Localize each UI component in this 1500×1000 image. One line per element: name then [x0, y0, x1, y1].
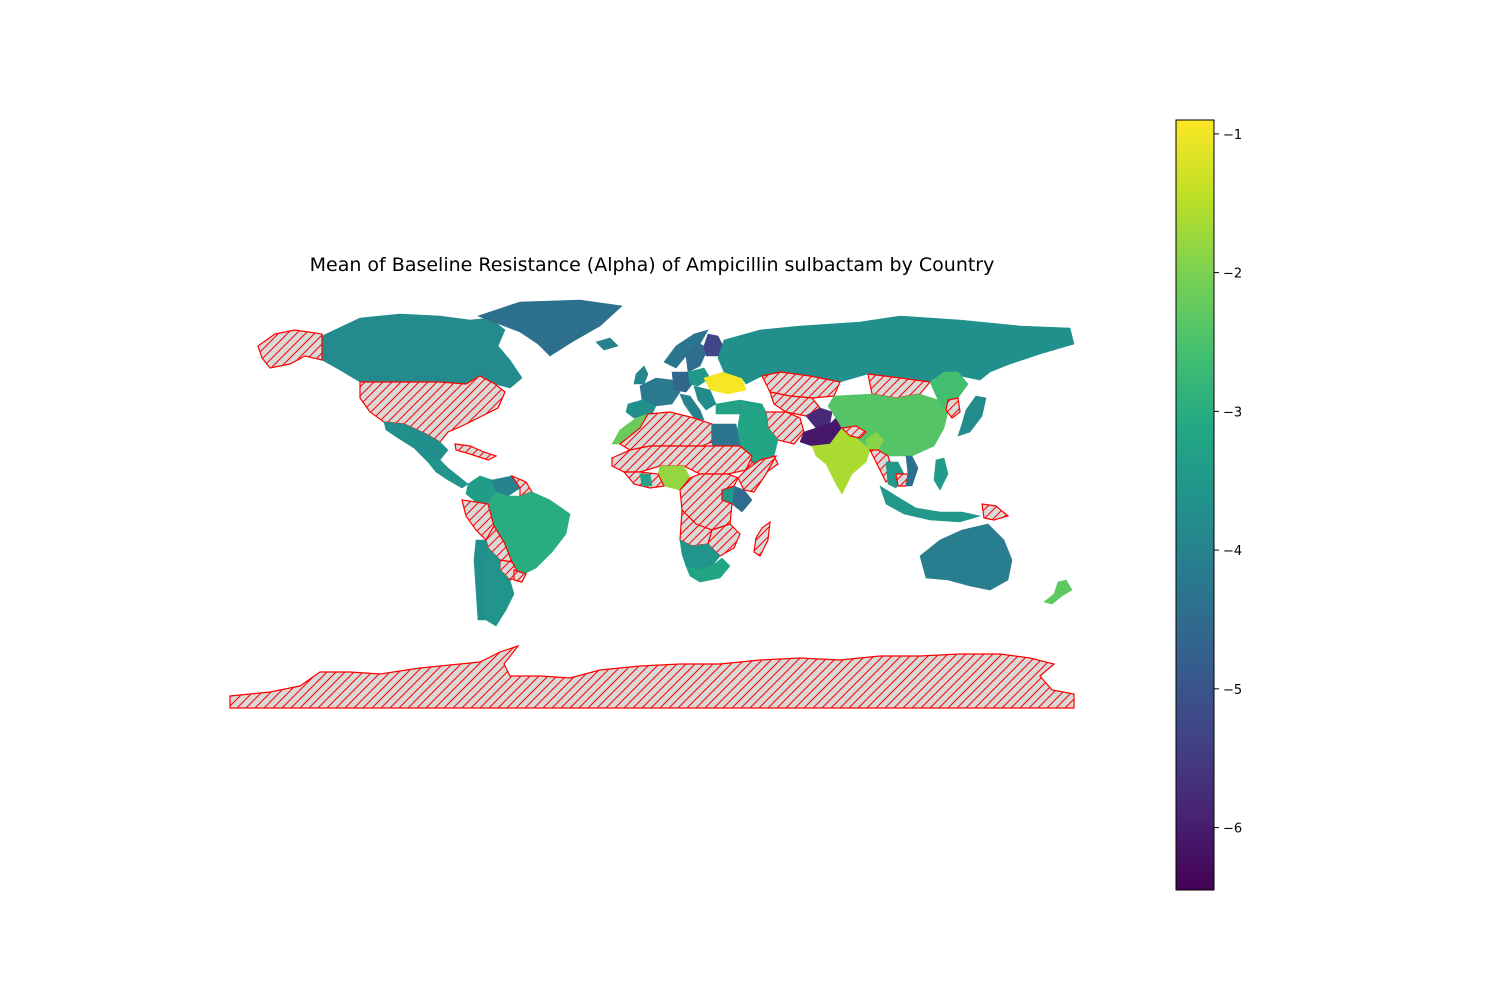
region-germany [671, 371, 695, 393]
region-antarctica [229, 644, 1075, 709]
region-afghanistan [805, 407, 833, 429]
colorbar-tick-label: −5 [1223, 683, 1242, 698]
region-philippines [933, 457, 949, 491]
colorbar-tick-label: −3 [1223, 405, 1242, 420]
region-russia [717, 315, 1075, 385]
colorbar-tick-label: −4 [1223, 544, 1242, 559]
region-poland [687, 367, 711, 387]
region-ghana [639, 473, 653, 487]
region-greenland [477, 299, 623, 357]
region-chile [473, 539, 489, 621]
chart-title: Mean of Baseline Resistance (Alpha) of A… [310, 254, 995, 276]
region-china [827, 393, 949, 457]
region-iceland [595, 337, 619, 351]
region-united-states [359, 375, 506, 443]
region-new-zealand [1043, 579, 1073, 605]
region-madagascar [753, 520, 771, 557]
region-norway [663, 329, 709, 369]
colorbar-tick-label: −6 [1223, 822, 1242, 837]
region-vietnam [905, 455, 919, 487]
region-uruguay [513, 569, 527, 583]
region-alaska [257, 329, 323, 369]
region-manchuria [929, 371, 969, 413]
region-sweden [685, 343, 709, 373]
region-egypt [711, 423, 741, 447]
colorbar-tick-label: −1 [1223, 128, 1242, 143]
region-caribbean [454, 443, 498, 461]
region-japan [957, 395, 987, 437]
region-australia [919, 523, 1013, 591]
colorbar-ticks [1214, 133, 1219, 829]
region-balkans [693, 385, 717, 411]
region-india [811, 427, 871, 495]
region-united-kingdom [633, 365, 649, 385]
region-bangladesh [865, 431, 885, 451]
region-central-america [427, 459, 469, 489]
colorbar-tick-labels: −1 −2 −3 −4 −5 −6 [1223, 128, 1242, 837]
colorbar-tick-label: −2 [1223, 267, 1242, 282]
region-south-africa [685, 557, 731, 583]
colorbar [1175, 119, 1215, 891]
region-nepal [840, 425, 867, 439]
region-turkey [715, 399, 767, 415]
region-canada [321, 313, 523, 389]
region-venezuela [491, 475, 521, 497]
region-indonesia [879, 485, 982, 523]
region-horn-of-africa [737, 455, 778, 493]
region-north-korea [945, 397, 961, 419]
map-regions [229, 299, 1075, 709]
region-papua-new-guinea [981, 503, 1010, 521]
region-italy [679, 393, 705, 421]
